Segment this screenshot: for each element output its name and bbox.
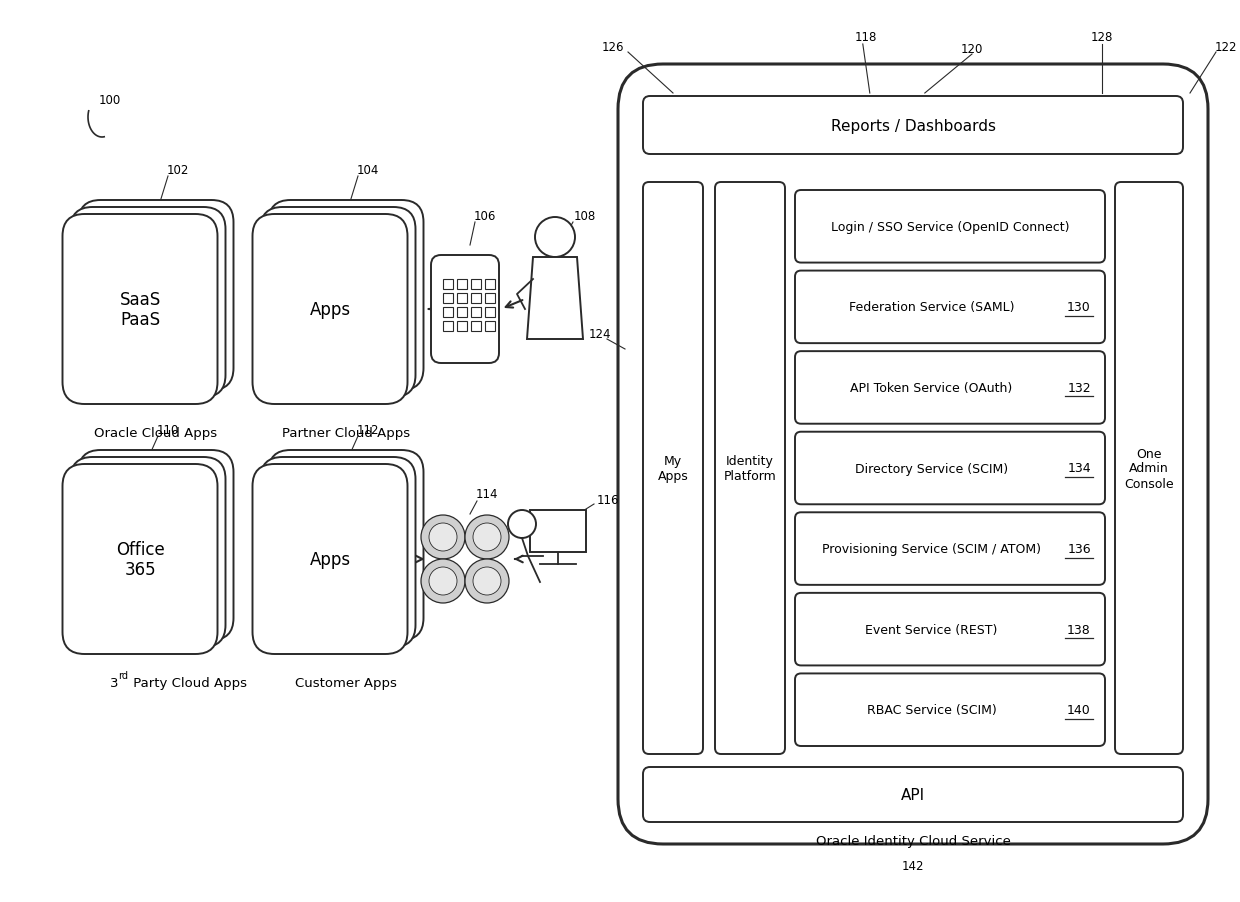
Bar [443,280,453,290]
FancyBboxPatch shape [260,207,415,398]
FancyBboxPatch shape [78,450,233,640]
Text: Reports / Dashboards: Reports / Dashboards [831,118,996,133]
Bar [471,322,481,332]
Circle shape [472,567,501,595]
Text: 140: 140 [1068,704,1091,716]
FancyBboxPatch shape [795,512,1105,585]
Polygon shape [527,258,583,340]
Text: Office
365: Office 365 [115,540,165,579]
FancyBboxPatch shape [78,201,233,391]
Text: Apps: Apps [310,550,351,568]
Circle shape [534,217,575,258]
Text: 132: 132 [1068,382,1091,394]
Text: 120: 120 [961,42,983,55]
Text: Apps: Apps [310,300,351,318]
Bar [458,280,467,290]
FancyBboxPatch shape [644,183,703,754]
Text: Oracle Identity Cloud Service: Oracle Identity Cloud Service [816,834,1011,847]
FancyBboxPatch shape [71,207,226,398]
Text: Login / SSO Service (OpenID Connect): Login / SSO Service (OpenID Connect) [831,221,1069,234]
Text: SaaS
PaaS: SaaS PaaS [119,290,161,329]
Bar [458,322,467,332]
Text: 138: 138 [1068,623,1091,636]
Bar [443,308,453,318]
Text: 104: 104 [357,163,379,176]
Text: 136: 136 [1068,542,1091,556]
FancyBboxPatch shape [644,767,1183,822]
FancyBboxPatch shape [432,255,498,364]
Text: API Token Service (OAuth): API Token Service (OAuth) [851,382,1013,394]
Bar [485,280,495,290]
Text: Provisioning Service (SCIM / ATOM): Provisioning Service (SCIM / ATOM) [822,542,1040,556]
Bar [485,294,495,304]
Text: 116: 116 [596,493,619,506]
FancyBboxPatch shape [715,183,785,754]
Text: 108: 108 [574,209,596,222]
Text: Directory Service (SCIM): Directory Service (SCIM) [854,462,1008,475]
FancyBboxPatch shape [260,457,415,648]
Circle shape [422,559,465,603]
Bar [443,294,453,304]
FancyBboxPatch shape [62,465,217,654]
Text: 106: 106 [474,209,496,222]
Circle shape [422,515,465,559]
Text: 112: 112 [357,423,379,436]
Bar [471,294,481,304]
Text: RBAC Service (SCIM): RBAC Service (SCIM) [867,704,996,716]
Text: 3: 3 [110,676,119,689]
FancyBboxPatch shape [795,191,1105,263]
Bar [471,308,481,318]
Text: API: API [901,787,925,802]
Text: rd: rd [118,670,128,680]
Text: One
Admin
Console: One Admin Console [1125,447,1174,490]
Circle shape [472,523,501,551]
Circle shape [465,515,508,559]
Bar [529,511,587,552]
Text: Identity
Platform: Identity Platform [724,455,776,483]
Circle shape [429,567,458,595]
FancyBboxPatch shape [795,272,1105,344]
Text: Customer Apps: Customer Apps [295,676,397,689]
FancyBboxPatch shape [644,97,1183,155]
Bar [458,308,467,318]
Text: 124: 124 [589,328,611,341]
Circle shape [465,559,508,603]
Bar [443,322,453,332]
FancyBboxPatch shape [618,65,1208,844]
Text: 130: 130 [1068,301,1091,314]
Bar [471,280,481,290]
Circle shape [429,523,458,551]
Text: Partner Cloud Apps: Partner Cloud Apps [281,427,410,439]
Text: Party Cloud Apps: Party Cloud Apps [129,676,247,689]
FancyBboxPatch shape [795,674,1105,746]
FancyBboxPatch shape [253,465,408,654]
FancyBboxPatch shape [71,457,226,648]
Circle shape [508,511,536,538]
FancyBboxPatch shape [269,201,424,391]
Text: My
Apps: My Apps [657,455,688,483]
Bar [485,322,495,332]
Text: 118: 118 [854,31,877,43]
Text: Federation Service (SAML): Federation Service (SAML) [848,301,1014,314]
FancyBboxPatch shape [795,352,1105,424]
Text: 114: 114 [476,488,498,501]
FancyBboxPatch shape [269,450,424,640]
Text: 134: 134 [1068,462,1091,475]
FancyBboxPatch shape [1115,183,1183,754]
Bar [458,294,467,304]
Text: Event Service (REST): Event Service (REST) [866,623,998,636]
FancyBboxPatch shape [795,432,1105,505]
Text: 100: 100 [99,94,122,106]
FancyBboxPatch shape [62,215,217,405]
Text: 142: 142 [901,860,924,872]
Text: 122: 122 [1215,41,1238,53]
Bar [485,308,495,318]
Text: Oracle Cloud Apps: Oracle Cloud Apps [94,427,217,439]
Text: 102: 102 [167,163,190,176]
Text: 128: 128 [1091,31,1114,43]
Text: 110: 110 [156,423,180,436]
Text: 126: 126 [601,41,624,53]
FancyBboxPatch shape [253,215,408,405]
FancyBboxPatch shape [795,594,1105,666]
